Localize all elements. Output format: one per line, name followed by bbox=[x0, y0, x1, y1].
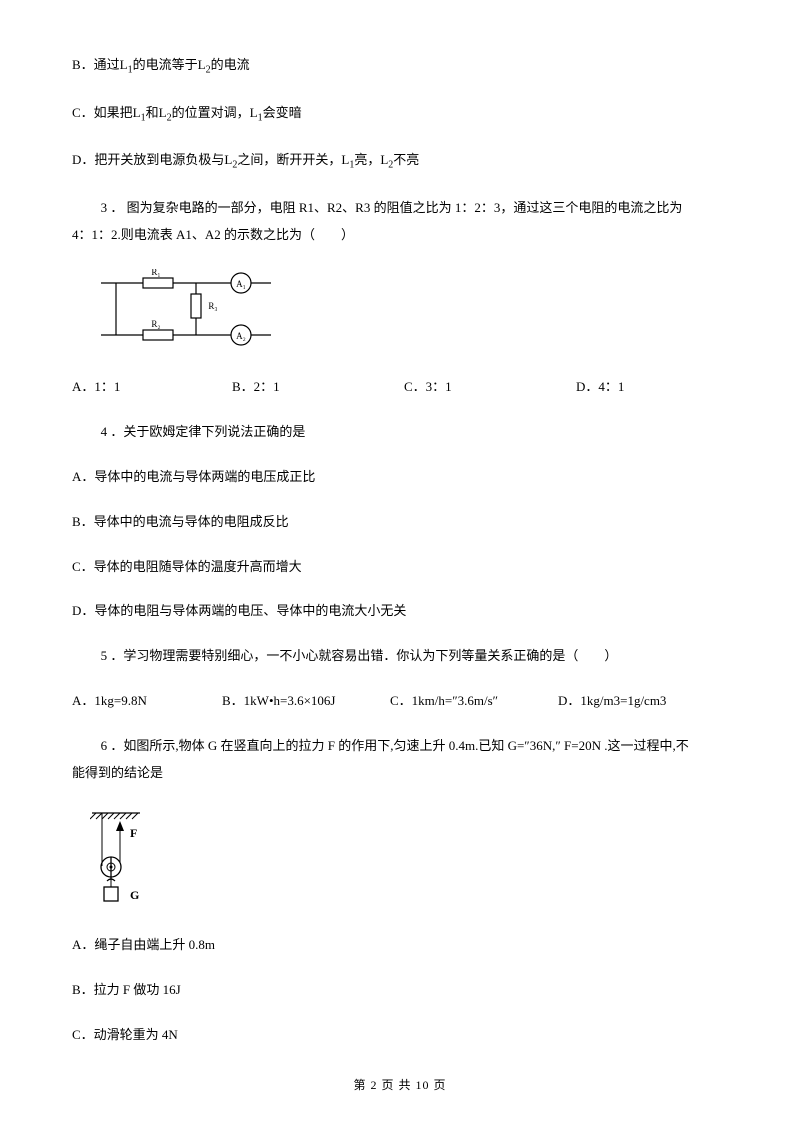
label-G: G bbox=[130, 888, 139, 902]
label-A2: A₂ bbox=[236, 331, 246, 341]
option-B: B．通过L1的电流等于L2的电流 bbox=[72, 55, 728, 79]
symbol-L2b: L2 bbox=[380, 152, 393, 167]
q4-opt-A: A．导体中的电流与导体两端的电压成正比 bbox=[72, 467, 728, 488]
q4-opt-D: D．导体的电阻与导体两端的电压、导体中的电流大小无关 bbox=[72, 601, 728, 622]
symbol-L2: L2 bbox=[159, 105, 172, 120]
label-R1: R₁ bbox=[151, 269, 160, 277]
text: B．通过 bbox=[72, 57, 120, 72]
footer-text: 页 bbox=[430, 1078, 447, 1092]
label-F: F bbox=[130, 826, 137, 840]
question-6-line2: 能得到的结论是 bbox=[72, 763, 728, 784]
text: 和 bbox=[146, 105, 159, 120]
text: 之间，断开开关， bbox=[237, 152, 341, 167]
q5-opt-B: B．1kW•h=3.6×106J bbox=[222, 691, 390, 712]
question-5-stem: 5 ．学习物理需要特别细心，一不小心就容易出错．你认为下列等量关系正确的是（ ） bbox=[72, 646, 728, 667]
q3-opt-C: C．3：1 bbox=[404, 377, 576, 398]
question-3-options: A．1：1 B．2：1 C．3：1 D．4：1 bbox=[72, 377, 728, 398]
q3-opt-A: A．1：1 bbox=[72, 377, 232, 398]
document-page: B．通过L1的电流等于L2的电流 C．如果把L1和L2的位置对调，L1会变暗 D… bbox=[0, 0, 800, 1133]
pulley-diagram: F G bbox=[90, 807, 728, 911]
question-5-options: A．1kg=9.8N B．1kW•h=3.6×106J C．1km/h=″3.6… bbox=[72, 691, 728, 712]
text: 亮， bbox=[354, 152, 380, 167]
footer-total: 10 bbox=[416, 1078, 430, 1092]
label-R2: R₂ bbox=[151, 319, 160, 329]
q6-opt-B: B．拉力 F 做功 16J bbox=[72, 980, 728, 1001]
q5-opt-A: A．1kg=9.8N bbox=[72, 691, 222, 712]
text: 不亮 bbox=[393, 152, 419, 167]
q5-opt-C: C．1km/h=″3.6m/s″ bbox=[390, 691, 558, 712]
q3-opt-B: B．2：1 bbox=[232, 377, 404, 398]
q4-opt-C: C．导体的电阻随导体的温度升高而增大 bbox=[72, 557, 728, 578]
text: 的电流等于 bbox=[133, 57, 198, 72]
symbol-L2: L2 bbox=[198, 57, 211, 72]
q6-opt-A: A．绳子自由端上升 0.8m bbox=[72, 935, 728, 956]
question-6-line1: 6 ．如图所示,物体 G 在竖直向上的拉力 F 的作用下,匀速上升 0.4m.已… bbox=[72, 736, 728, 757]
symbol-L1: L1 bbox=[133, 105, 146, 120]
footer-text: 页 共 bbox=[377, 1078, 415, 1092]
text: 会变暗 bbox=[263, 105, 302, 120]
q4-opt-B: B．导体中的电流与导体的电阻成反比 bbox=[72, 512, 728, 533]
circuit-diagram: R₁ A₁ R₃ R₂ A₂ bbox=[96, 269, 728, 353]
footer-text: 第 bbox=[353, 1078, 370, 1092]
label-A1: A₁ bbox=[236, 279, 246, 289]
text: C．如果把 bbox=[72, 105, 133, 120]
q5-opt-D: D．1kg/m3=1g/cm3 bbox=[558, 691, 728, 712]
q6-opt-C: C．动滑轮重为 4N bbox=[72, 1025, 728, 1046]
text: 的电流 bbox=[211, 57, 250, 72]
page-footer: 第 2 页 共 10 页 bbox=[72, 1076, 728, 1093]
text: 的位置对调， bbox=[172, 105, 250, 120]
question-4-stem: 4 ．关于欧姆定律下列说法正确的是 bbox=[72, 422, 728, 443]
label-R3: R₃ bbox=[208, 301, 217, 311]
symbol-L1b: L1 bbox=[250, 105, 263, 120]
option-D: D．把开关放到电源负极与L2之间，断开开关，L1亮，L2不亮 bbox=[72, 150, 728, 174]
symbol-L1: L1 bbox=[341, 152, 354, 167]
question-3-line1: 3 ． 图为复杂电路的一部分，电阻 R1、R2、R3 的阻值之比为 1：2：3，… bbox=[72, 198, 728, 219]
q3-opt-D: D．4：1 bbox=[576, 377, 728, 398]
option-C: C．如果把L1和L2的位置对调，L1会变暗 bbox=[72, 103, 728, 127]
text: D．把开关放到电源负极与 bbox=[72, 152, 224, 167]
question-3-line2: 4：1：2.则电流表 A1、A2 的示数之比为（ ） bbox=[72, 225, 728, 246]
symbol-L1: L1 bbox=[120, 57, 133, 72]
symbol-L2: L2 bbox=[224, 152, 237, 167]
